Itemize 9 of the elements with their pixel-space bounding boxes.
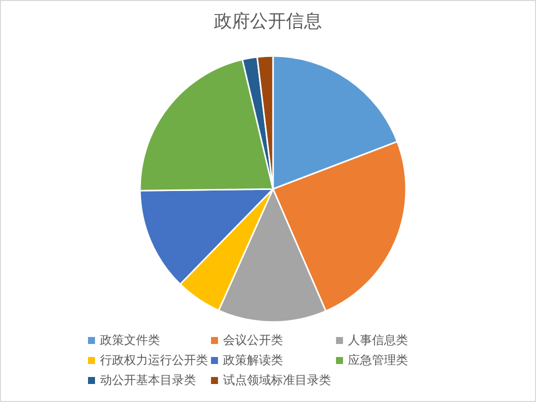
legend-label: 动公开基本目录类: [100, 372, 196, 389]
legend-label: 人事信息类: [348, 332, 408, 349]
legend-label: 试点领域标准目录类: [223, 372, 331, 389]
legend-label: 行政权力运行公开类: [100, 352, 208, 369]
chart-title: 政府公开信息: [213, 10, 323, 33]
legend-label: 应急管理类: [348, 352, 408, 369]
legend-label: 会议公开类: [223, 332, 283, 349]
legend-label: 政策文件类: [100, 332, 160, 349]
legend-label: 政策解读类: [223, 352, 283, 369]
